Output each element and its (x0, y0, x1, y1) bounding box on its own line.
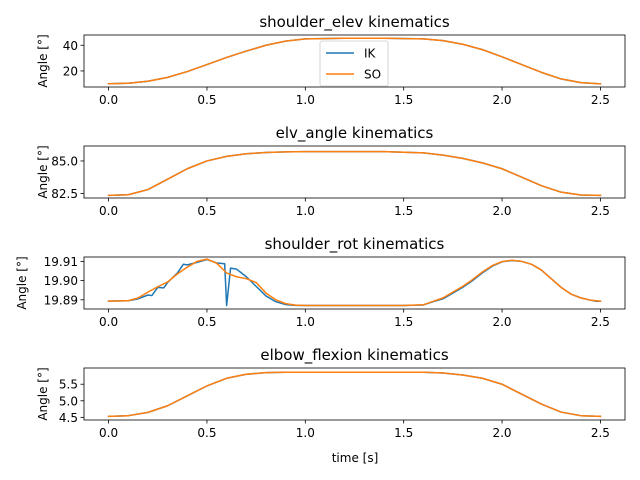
y-tick-label: 19.91 (44, 255, 78, 269)
y-tick-label: 85.0 (51, 154, 78, 168)
x-tick-label: 2.0 (492, 204, 511, 218)
x-tick-label: 0.0 (99, 426, 118, 440)
y-axis-label: Angle [°] (15, 256, 29, 309)
x-tick-label: 2.5 (591, 204, 610, 218)
figure-xlabel: time [s] (332, 451, 379, 465)
subplot-title: elbow_flexion kinematics (260, 346, 448, 365)
subplot-title: elv_angle kinematics (276, 124, 434, 143)
axes-frame (83, 34, 626, 88)
series-line-so (107, 258, 602, 307)
y-tick-label: 5.5 (59, 378, 78, 392)
x-tick-label: 1.5 (394, 204, 413, 218)
x-tick-label: 1.5 (394, 93, 413, 107)
y-axis-label: Angle [°] (36, 367, 50, 420)
subplot-title: shoulder_elev kinematics (259, 13, 450, 32)
subplot-2: elv_angle kinematics 0.0 0.5 1.0 1.5 2.0 2.5 82… (36, 124, 626, 218)
axes-frame (83, 145, 626, 199)
x-tick-label: 2.0 (492, 93, 511, 107)
legend: IK SO (319, 40, 389, 87)
x-tick-label: 2.0 (492, 315, 511, 329)
x-tick-label: 1.5 (394, 315, 413, 329)
x-tick-label: 1.5 (394, 426, 413, 440)
series-line-so (107, 150, 602, 197)
y-tick-label: 5.0 (59, 394, 78, 408)
series-line-so (107, 37, 602, 85)
x-tick-label: 1.0 (296, 204, 315, 218)
subplot-1: shoulder_elev kinematics 0.0 0.5 1.0 1.5 2.0 2… (36, 13, 626, 107)
x-tick-label: 2.5 (591, 426, 610, 440)
x-tick-label: 0.5 (197, 93, 216, 107)
x-tick-label: 2.5 (591, 315, 610, 329)
subplot-3: shoulder_rot kinematics 0.0 0.5 1.0 1.5 2.0 2.… (15, 235, 626, 329)
x-tick-label: 2.5 (591, 93, 610, 107)
x-tick-label: 1.0 (296, 93, 315, 107)
x-tick-label: 0.0 (99, 93, 118, 107)
y-tick-label: 20 (63, 64, 78, 78)
y-axis-label: Angle [°] (36, 145, 50, 198)
x-tick-label: 0.5 (197, 204, 216, 218)
y-tick-label: 19.90 (44, 274, 78, 288)
y-axis-label: Angle [°] (36, 34, 50, 87)
x-tick-label: 1.0 (296, 426, 315, 440)
axes-frame (83, 367, 626, 421)
x-tick-label: 2.0 (492, 426, 511, 440)
axes-frame (83, 256, 626, 310)
y-tick-label: 82.5 (51, 187, 78, 201)
legend-label-so: SO (364, 68, 381, 82)
subplot-title: shoulder_rot kinematics (265, 235, 445, 254)
legend-label-ik: IK (364, 47, 377, 61)
y-tick-label: 19.89 (44, 293, 78, 307)
subplot-4: elbow_flexion kinematics 0.0 0.5 1.0 1.5 2.0 2… (36, 346, 626, 440)
y-tick-label: 40 (63, 39, 78, 53)
x-tick-label: 0.5 (197, 426, 216, 440)
x-tick-label: 0.0 (99, 315, 118, 329)
series-line-so (107, 371, 602, 418)
x-tick-label: 0.0 (99, 204, 118, 218)
y-tick-label: 4.5 (59, 411, 78, 425)
x-tick-label: 1.0 (296, 315, 315, 329)
x-tick-label: 0.5 (197, 315, 216, 329)
